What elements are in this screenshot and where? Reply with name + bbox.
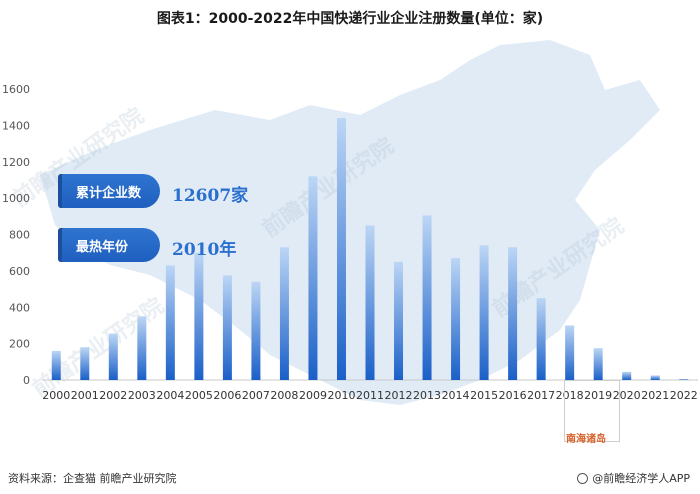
y-tick-label: 600 [9, 265, 30, 278]
bar [336, 118, 346, 380]
x-tick-label: 2015 [470, 389, 498, 402]
bar [650, 375, 660, 380]
brand-logo-icon [577, 472, 589, 484]
bar [622, 371, 632, 380]
stat-label-total: 累计企业数 [62, 174, 160, 208]
map-shape [40, 40, 660, 405]
bar [80, 347, 90, 380]
source-note: 资料来源：企查猫 前瞻产业研究院 [8, 472, 177, 485]
x-tick-label: 2001 [71, 389, 99, 402]
bar [508, 247, 518, 380]
y-tick-label: 800 [9, 229, 30, 242]
x-tick-label: 2016 [499, 389, 527, 402]
bar [194, 252, 204, 380]
bar [251, 281, 261, 380]
x-tick-label: 2006 [213, 389, 241, 402]
bar [165, 265, 175, 380]
bar [308, 176, 318, 380]
x-tick-label: 2012 [385, 389, 413, 402]
bar [679, 379, 689, 380]
x-tick-label: 2000 [42, 389, 70, 402]
stat-value-total: 12607家 [172, 186, 249, 206]
bar [108, 333, 118, 380]
y-tick-label: 1000 [2, 192, 30, 205]
x-tick-label: 2022 [670, 389, 698, 402]
bar [451, 258, 461, 380]
bar [479, 245, 489, 380]
bar [536, 298, 546, 380]
south-china-sea-label: 南海诸岛 [566, 434, 606, 445]
y-tick-label: 1200 [2, 156, 30, 169]
brand-credit: @前瞻经济学人APP [577, 470, 690, 486]
x-tick-label: 2013 [413, 389, 441, 402]
x-tick-label: 2011 [356, 389, 384, 402]
x-tick-label: 2007 [242, 389, 270, 402]
stat-label-peak-year: 最热年份 [62, 228, 160, 262]
bar [565, 325, 575, 380]
x-tick-label: 2010 [327, 389, 355, 402]
y-tick-label: 1400 [2, 119, 30, 132]
x-tick-label: 2003 [128, 389, 156, 402]
bar [422, 215, 432, 380]
x-tick-label: 2019 [584, 389, 612, 402]
x-tick-label: 2018 [556, 389, 584, 402]
bar [593, 348, 603, 380]
bar [222, 275, 232, 380]
south-china-sea-inset [564, 380, 620, 442]
y-tick-label: 0 [23, 374, 30, 387]
bar [51, 350, 61, 380]
x-tick-label: 2014 [442, 389, 470, 402]
x-tick-label: 2008 [270, 389, 298, 402]
y-tick-label: 400 [9, 301, 30, 314]
x-tick-label: 2021 [641, 389, 669, 402]
x-tick-label: 2009 [299, 389, 327, 402]
bar [394, 261, 404, 380]
x-tick-label: 2002 [99, 389, 127, 402]
x-tick-label: 2004 [156, 389, 184, 402]
x-tick-label: 2017 [527, 389, 555, 402]
brand-text: @前瞻经济学人APP [592, 472, 690, 485]
stat-value-peak-year: 2010年 [172, 240, 237, 260]
chart-title: 图表1：2000-2022年中国快递行业企业注册数量(单位：家) [156, 11, 544, 27]
y-tick-label: 200 [9, 338, 30, 351]
bar [137, 316, 147, 380]
y-tick-label: 1600 [2, 83, 30, 96]
bar [279, 247, 289, 380]
bar [365, 225, 375, 380]
x-tick-label: 2005 [185, 389, 213, 402]
